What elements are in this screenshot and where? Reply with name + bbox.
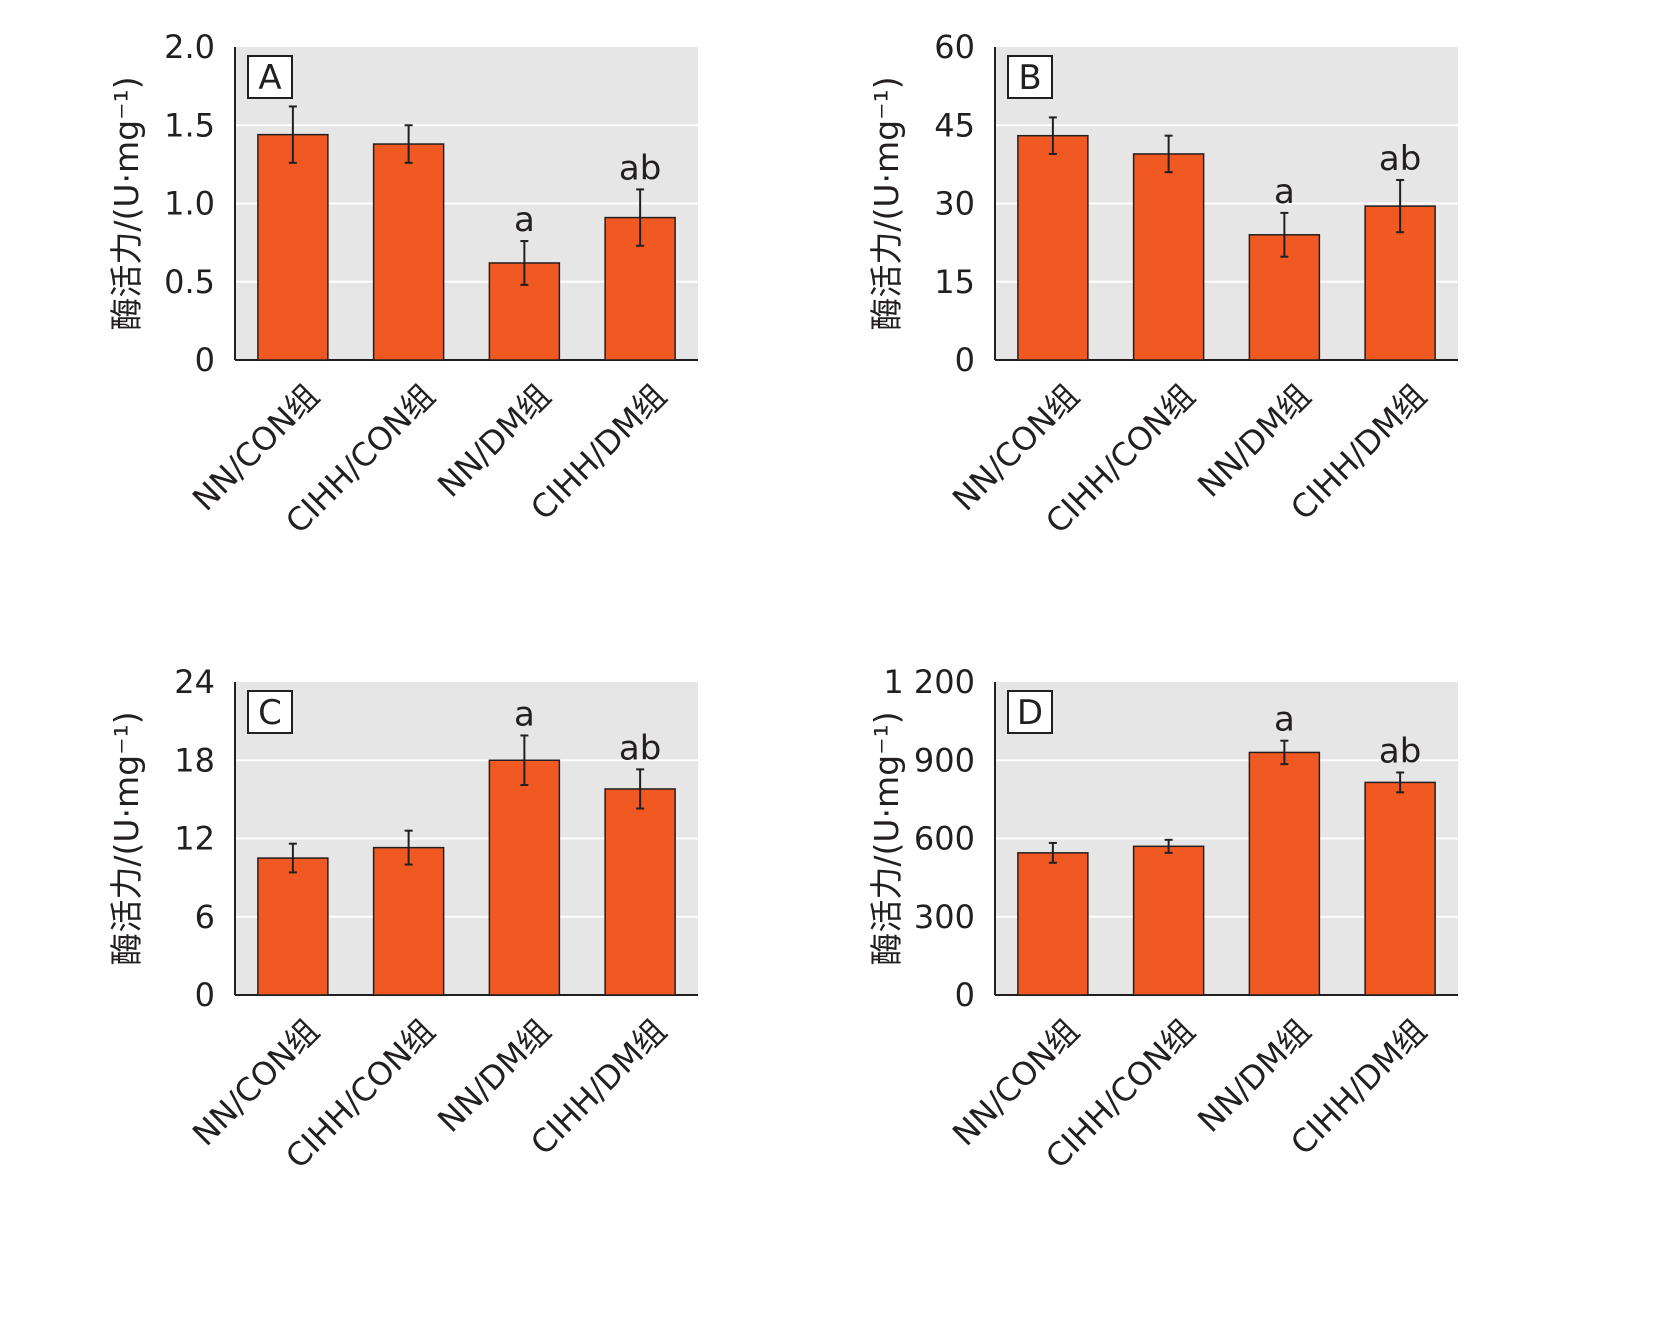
significance-label: a bbox=[1274, 172, 1295, 212]
y-tick-label: 1 200 bbox=[883, 663, 975, 701]
bar bbox=[372, 846, 445, 996]
y-axis-title: 酶活力/(U·mg⁻¹) bbox=[107, 711, 146, 965]
y-tick-label: 0 bbox=[195, 341, 215, 379]
bar bbox=[257, 133, 329, 361]
y-tick-label: 0 bbox=[195, 976, 215, 1014]
bar-chart: 015304560NN/CON组CIHH/CON组aNN/DM组abCIHH/D… bbox=[867, 28, 1458, 541]
error-bar bbox=[1280, 739, 1289, 766]
panel-label: B bbox=[1018, 58, 1041, 98]
significance-label: ab bbox=[1379, 139, 1421, 179]
panel-a: 0 0.5 1.0 1.5 2.0 NN/CON组 CIHH/CON组 a NN/DM组 ab CI… bbox=[80, 20, 910, 680]
y-tick-label: 1.5 bbox=[164, 106, 215, 144]
y-tick-label: 300 bbox=[914, 898, 975, 936]
panel-label: A bbox=[258, 58, 281, 98]
bar bbox=[1364, 781, 1436, 996]
error-bar bbox=[636, 188, 645, 247]
y-tick-label: 24 bbox=[174, 663, 215, 701]
y-tick-label: 15 bbox=[934, 263, 975, 301]
significance-label: a bbox=[514, 200, 535, 240]
panel-label-box bbox=[247, 690, 293, 734]
panel-c: 0 6 12 18 24 NN/CON组 CIHH/CON组 a NN/DM组 ab CIHH/DM… bbox=[80, 655, 910, 1315]
y-tick-label: 0.5 bbox=[164, 263, 215, 301]
error-bar bbox=[1048, 116, 1057, 155]
y-axis-title: 酶活力/(U·mg⁻¹) bbox=[107, 76, 146, 330]
significance-label: ab bbox=[619, 728, 661, 768]
error-bar bbox=[1164, 838, 1173, 854]
error-bar bbox=[288, 105, 297, 164]
y-tick-label: 0 bbox=[955, 341, 975, 379]
significance-label: ab bbox=[1379, 732, 1421, 772]
bar bbox=[488, 759, 561, 996]
panel-label-box bbox=[247, 55, 293, 99]
y-tick-label: 30 bbox=[934, 185, 975, 223]
error-bar bbox=[1396, 179, 1405, 234]
y-tick-label: 0 bbox=[955, 976, 975, 1014]
bar bbox=[372, 143, 445, 361]
y-tick-label: 45 bbox=[934, 106, 975, 144]
y-tick-label: 12 bbox=[174, 820, 215, 858]
bar bbox=[257, 857, 329, 996]
y-axis-title: 酶活力/(U·mg⁻¹) bbox=[867, 711, 906, 965]
error-bar bbox=[1048, 841, 1057, 864]
significance-label: a bbox=[1274, 700, 1295, 740]
significance-label: a bbox=[514, 694, 535, 734]
bar bbox=[1248, 751, 1321, 996]
panel-label: C bbox=[258, 693, 282, 733]
y-tick-label: 1.0 bbox=[164, 185, 215, 223]
bar bbox=[1017, 852, 1089, 996]
error-bar bbox=[520, 240, 529, 286]
panel-b: 0 15 30 45 60 NN/CON组 CIHH/CON组 a NN/DM组 ab CIHH/D… bbox=[840, 20, 1670, 680]
y-tick-label: 6 bbox=[195, 898, 215, 936]
error-bar bbox=[288, 842, 297, 874]
error-bar bbox=[1280, 211, 1289, 258]
error-bar bbox=[636, 768, 645, 810]
bar bbox=[1132, 153, 1205, 361]
panel-d: 0 300 600 900 1 200 NN/CON组 CIHH/CON组 a NN/DM组 ab… bbox=[840, 655, 1670, 1315]
y-tick-label: 18 bbox=[174, 741, 215, 779]
panel-label: D bbox=[1017, 693, 1043, 733]
bar bbox=[1017, 134, 1089, 361]
panel-label-box bbox=[1007, 55, 1053, 99]
bar bbox=[1132, 845, 1205, 996]
error-bar bbox=[404, 124, 413, 164]
y-tick-label: 60 bbox=[934, 28, 975, 66]
bar bbox=[604, 788, 676, 996]
significance-label: ab bbox=[619, 148, 661, 188]
error-bar bbox=[1164, 134, 1173, 174]
bar-chart: 00.51.01.52.0NN/CON组CIHH/CON组aNN/DM组abCI… bbox=[107, 28, 698, 541]
error-bar bbox=[520, 734, 529, 787]
panel-label-box bbox=[1007, 690, 1053, 734]
y-tick-label: 900 bbox=[914, 741, 975, 779]
error-bar bbox=[404, 829, 413, 866]
y-tick-label: 600 bbox=[914, 820, 975, 858]
error-bar bbox=[1396, 771, 1405, 794]
y-axis-title: 酶活力/(U·mg⁻¹) bbox=[867, 76, 906, 330]
y-tick-label: 2.0 bbox=[164, 28, 215, 66]
bar-chart: 06121824NN/CON组CIHH/CON组aNN/DM组abCIHH/DM… bbox=[107, 663, 698, 1176]
